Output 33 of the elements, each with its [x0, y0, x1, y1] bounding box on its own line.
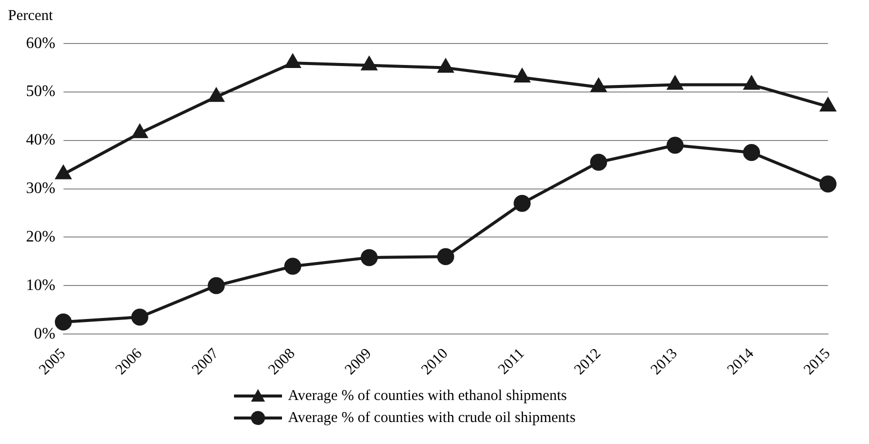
point — [438, 59, 454, 73]
point — [590, 154, 608, 171]
point — [360, 249, 378, 266]
y-tick-label: 50% — [26, 83, 56, 100]
point — [514, 194, 531, 212]
point — [56, 166, 71, 180]
point — [668, 76, 683, 90]
point — [744, 76, 760, 90]
point — [591, 78, 606, 92]
point — [362, 56, 377, 70]
point — [285, 54, 300, 68]
point — [437, 248, 454, 266]
y-tick-label: 30% — [26, 180, 56, 198]
y-tick-label: 20% — [26, 228, 56, 246]
point — [208, 88, 224, 102]
point — [132, 124, 148, 138]
point — [820, 175, 836, 192]
y-tick-label: 10% — [26, 276, 56, 294]
point — [743, 144, 760, 162]
legend-label: Average % of counties with ethanol shipments — [288, 388, 567, 404]
y-tick-label: 40% — [26, 132, 56, 149]
point — [820, 98, 836, 112]
legend-label: Average % of counties with crude oil shipments — [288, 410, 576, 426]
point — [514, 68, 530, 82]
point — [54, 313, 72, 330]
point — [131, 308, 148, 326]
point — [208, 277, 225, 294]
x-tick-label: 2011 — [496, 346, 528, 378]
y-tick-label: 0% — [34, 325, 56, 342]
point — [666, 136, 684, 154]
y-axis-title: Percent — [8, 8, 54, 26]
point — [284, 258, 302, 275]
y-tick-label: 60% — [26, 34, 56, 52]
